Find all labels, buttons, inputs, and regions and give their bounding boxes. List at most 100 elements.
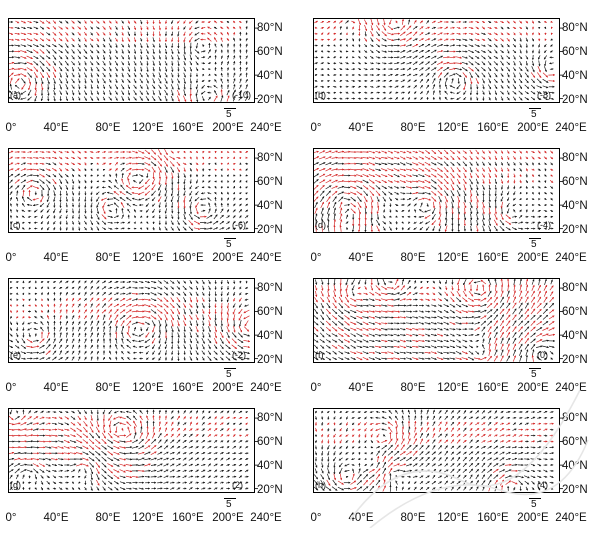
lat-label: 40°N (562, 330, 588, 342)
scale-value: 5 (226, 369, 232, 380)
lon-label: 160°E (172, 382, 203, 394)
lon-label: 200°E (212, 252, 243, 264)
panel-label: (e) (10, 350, 21, 360)
scale-value: 5 (226, 239, 232, 250)
lon-label: 40°E (348, 252, 373, 264)
lon-label: 80°E (400, 122, 425, 134)
lon-label: 200°E (517, 122, 548, 134)
lon-label: 240°E (250, 512, 281, 524)
lon-label: 120°E (437, 122, 468, 134)
lon-label: 40°E (43, 252, 68, 264)
lat-label: 40°N (257, 330, 283, 342)
lon-label: 120°E (132, 122, 163, 134)
lon-label: 160°E (172, 512, 203, 524)
panel-label: (g) (10, 480, 21, 490)
lon-label: 240°E (250, 122, 281, 134)
lon-label: 40°E (348, 512, 373, 524)
lon-label: 80°E (95, 252, 120, 264)
lat-label: 40°N (257, 460, 283, 472)
lat-label: 40°N (257, 200, 283, 212)
lon-label: 240°E (555, 382, 586, 394)
lat-label: 80°N (562, 22, 588, 34)
lon-label: 120°E (132, 512, 163, 524)
lon-label: 120°E (437, 382, 468, 394)
lon-label: 160°E (172, 252, 203, 264)
lag-label: (-8) (537, 90, 551, 100)
lon-label: 40°E (43, 382, 68, 394)
lon-label: 120°E (437, 512, 468, 524)
lon-label: 160°E (477, 512, 508, 524)
lat-label: 40°N (562, 200, 588, 212)
lon-label: 80°E (95, 512, 120, 524)
lon-label: 0° (6, 512, 17, 524)
lat-label: 20°N (257, 224, 283, 236)
lon-label: 40°E (43, 122, 68, 134)
lat-label: 20°N (562, 224, 588, 236)
scale-value: 5 (531, 239, 537, 250)
lat-label: 80°N (257, 282, 283, 294)
lat-label: 20°N (257, 484, 283, 496)
lon-label: 0° (311, 382, 322, 394)
lag-label: (2) (232, 480, 243, 490)
lon-label: 240°E (555, 252, 586, 264)
scale-value: 5 (531, 369, 537, 380)
lon-label: 200°E (212, 512, 243, 524)
lat-label: 80°N (257, 152, 283, 164)
lat-label: 80°N (257, 412, 283, 424)
lat-label: 80°N (562, 152, 588, 164)
lag-label: (-6) (232, 220, 246, 230)
lat-label: 60°N (257, 306, 283, 318)
lat-label: 40°N (562, 70, 588, 82)
lat-label: 60°N (257, 436, 283, 448)
lat-label: 80°N (562, 412, 588, 424)
lat-label: 20°N (562, 484, 588, 496)
lat-label: 60°N (562, 436, 588, 448)
lat-label: 20°N (257, 94, 283, 106)
lon-label: 240°E (250, 382, 281, 394)
panel-c: 80°N 60°N 40°N 20°N (c) (-6)5 0° 40°E 80°E 120°E 1… (8, 148, 308, 273)
panel-label: (f) (315, 350, 324, 360)
lat-label: 60°N (257, 176, 283, 188)
lat-label: 60°N (562, 176, 588, 188)
panel-label: (c) (10, 220, 21, 230)
lon-label: 160°E (477, 122, 508, 134)
lon-label: 0° (311, 122, 322, 134)
lon-label: 80°E (400, 382, 425, 394)
lon-label: 240°E (555, 122, 586, 134)
lon-label: 80°E (400, 252, 425, 264)
lon-label: 160°E (477, 252, 508, 264)
lat-label: 20°N (562, 94, 588, 106)
lat-label: 80°N (257, 22, 283, 34)
lon-label: 80°E (95, 122, 120, 134)
lon-label: 40°E (348, 122, 373, 134)
scale-value: 5 (531, 499, 537, 510)
lag-label: (-2) (232, 350, 246, 360)
lag-label: (4) (537, 480, 548, 490)
lon-label: 160°E (172, 122, 203, 134)
lon-label: 160°E (477, 382, 508, 394)
lon-label: 120°E (132, 252, 163, 264)
scale-value: 5 (531, 109, 537, 120)
lon-label: 0° (6, 122, 17, 134)
lon-label: 200°E (212, 382, 243, 394)
lon-label: 200°E (517, 512, 548, 524)
lat-label: 60°N (562, 306, 588, 318)
lon-label: 80°E (400, 512, 425, 524)
lon-label: 200°E (517, 382, 548, 394)
scale-value: 5 (226, 499, 232, 510)
lag-label: (0) (537, 350, 548, 360)
lon-label: 240°E (555, 512, 586, 524)
lon-label: 120°E (132, 382, 163, 394)
lon-label: 80°E (95, 382, 120, 394)
lon-label: 0° (6, 252, 17, 264)
lat-label: 80°N (562, 282, 588, 294)
lag-label: (-4) (537, 220, 551, 230)
lat-label: 60°N (562, 46, 588, 58)
